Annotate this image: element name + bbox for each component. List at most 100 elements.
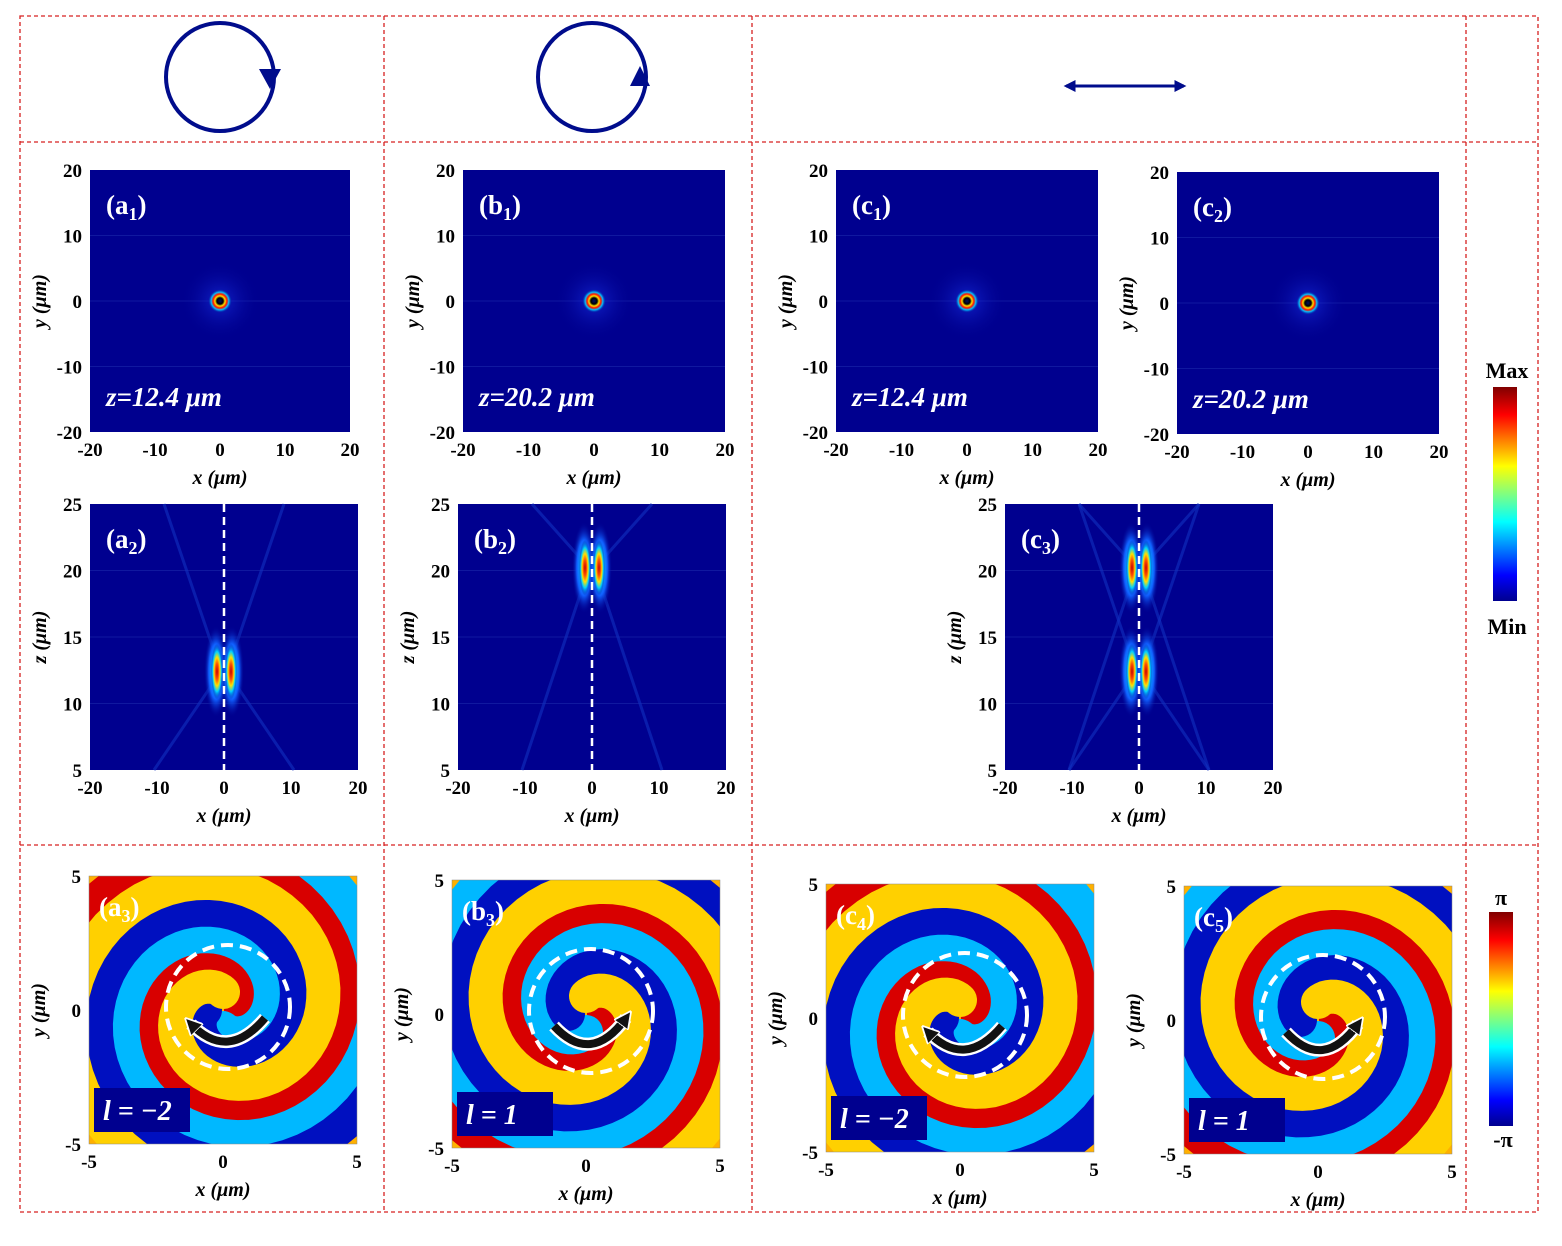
x-tick-label: 10: [1197, 778, 1216, 799]
x-tick-label: 20: [341, 440, 360, 461]
phase-spiral-arm: [89, 892, 357, 1144]
y-axis-label: z (μm): [944, 611, 966, 665]
x-axis-label: x (μm): [564, 805, 620, 827]
y-tick-label: 0: [73, 292, 83, 313]
focus-lobe: [225, 643, 237, 700]
intensity-xy-panel-c1: (c1) z=12.4 μm 20 10 0 -10 -20-20 -10 0 10 20 x (μm…: [775, 161, 1108, 489]
y-tick-label: 10: [63, 695, 82, 716]
x-tick-label: 0: [1303, 442, 1313, 463]
y-tick-label: 20: [1150, 163, 1169, 184]
x-axis-label: x (μm): [1111, 805, 1167, 827]
x-axis-label: x (μm): [196, 805, 252, 827]
y-tick-label: -10: [1144, 360, 1169, 381]
y-tick-label: 10: [431, 695, 450, 716]
y-tick-label: -5: [428, 1139, 444, 1160]
topological-charge-label: l = −2: [840, 1104, 909, 1135]
y-tick-label: 5: [73, 761, 83, 782]
y-tick-label: 5: [441, 761, 451, 782]
x-tick-label: 0: [1313, 1162, 1323, 1183]
intensity-colorbar-gradient: [1493, 387, 1517, 601]
phase-spiral-arm: [826, 884, 1078, 1152]
colorbar-min-label: Min: [1487, 614, 1526, 639]
intensity-colorbar: Max Min: [1486, 358, 1529, 639]
panel-label: (c5): [1194, 902, 1233, 936]
x-tick-label: 10: [1023, 440, 1042, 461]
y-axis-label: y (μm): [402, 274, 424, 330]
focus-lobe: [1140, 643, 1152, 700]
y-tick-label: -20: [803, 423, 828, 444]
topological-charge-label: l = 1: [1198, 1106, 1250, 1137]
x-tick-label: 5: [1089, 1160, 1099, 1181]
phase-panel-b3: (b3) l = 1 5 0 -5-5 0 5 x (μm) y (μm): [391, 871, 725, 1205]
x-tick-label: 20: [349, 778, 368, 799]
phase-spiral-arm: [842, 884, 1094, 1152]
y-tick-label: 25: [63, 495, 82, 516]
intensity-xy-panel-b1: (b1) z=20.2 μm 20 10 0 -10 -20-20 -10 0 10 20 x (μm…: [402, 161, 735, 489]
z-position-annotation: z=12.4 μm: [851, 382, 968, 412]
y-tick-label: 15: [978, 628, 997, 649]
y-tick-label: -20: [1144, 425, 1169, 446]
x-tick-label: 20: [1430, 442, 1449, 463]
y-tick-label: 20: [978, 562, 997, 583]
x-tick-label: 0: [219, 778, 229, 799]
x-tick-label: -10: [512, 778, 537, 799]
x-tick-label: 0: [587, 778, 597, 799]
side-lobe: [520, 503, 664, 771]
x-tick-label: -10: [142, 440, 167, 461]
x-tick-label: -10: [1230, 442, 1255, 463]
side-lobe: [1067, 503, 1211, 771]
phase-map: [826, 884, 1094, 1152]
x-tick-label: 0: [1134, 778, 1144, 799]
intensity-xz-panel-c3: (c3) 25 20 15 10 5-20 -10 0 10 20 x (μm) z (μm): [944, 495, 1283, 827]
y-tick-label: -20: [57, 423, 82, 444]
phase-map: [1184, 886, 1452, 1154]
y-axis-label: y (μm): [28, 983, 50, 1039]
x-tick-label: 0: [218, 1152, 228, 1173]
y-tick-label: -20: [430, 423, 455, 444]
y-tick-label: 15: [431, 628, 450, 649]
y-tick-label: 0: [72, 1001, 82, 1022]
y-tick-label: 10: [809, 227, 828, 248]
panel-label: (a1): [106, 190, 147, 224]
x-tick-label: 5: [1447, 1162, 1457, 1183]
x-axis-label: x (μm): [566, 467, 622, 489]
x-tick-label: 5: [715, 1156, 725, 1177]
panel-label: (a3): [99, 892, 140, 926]
side-lobe: [152, 503, 296, 771]
y-tick-label: 20: [431, 562, 450, 583]
panel-label: (c4): [836, 900, 875, 934]
vortex-guide-circle: [527, 947, 655, 1075]
focus-lobe: [1140, 539, 1152, 596]
y-tick-label: 25: [978, 495, 997, 516]
phase-spiral-arm: [452, 880, 704, 1148]
y-tick-label: -5: [65, 1135, 81, 1156]
x-tick-label: 5: [352, 1152, 362, 1173]
y-tick-label: 20: [436, 161, 455, 182]
intensity-xz-panel-b2: (b2) 25 20 15 10 5-20 -10 0 10 20 x (μm) z (μm): [397, 495, 736, 827]
rotation-arrow-icon: [191, 1015, 269, 1046]
colorbar-minus-pi-label: -π: [1493, 1127, 1512, 1152]
z-position-annotation: z=20.2 μm: [1192, 384, 1309, 414]
y-tick-label: 0: [1160, 294, 1170, 315]
side-lobe: [1067, 503, 1211, 771]
x-axis-label: x (μm): [195, 1179, 251, 1201]
x-tick-label: 20: [1264, 778, 1283, 799]
phase-spiral-arm: [452, 896, 720, 1148]
panel-label: (a2): [106, 524, 147, 558]
focus-lobe: [1126, 643, 1138, 700]
x-tick-label: -20: [823, 440, 848, 461]
focus-lobe: [593, 539, 605, 596]
charge-box: [1189, 1098, 1285, 1142]
x-axis-label: x (μm): [1280, 469, 1336, 491]
z-position-annotation: z=20.2 μm: [478, 382, 595, 412]
plot-frame: [88, 875, 358, 1145]
phase-spiral-arm: [1184, 886, 1436, 1154]
phase-panel-a3: (a3) l = −2 5 0 -5-5 0 5 x (μm) y (μm): [28, 867, 362, 1201]
phase-spiral-arm: [826, 900, 1094, 1152]
x-tick-label: -10: [889, 440, 914, 461]
rotation-arrow-icon: [928, 1023, 1006, 1054]
y-tick-label: 10: [978, 695, 997, 716]
y-axis-label: y (μm): [391, 987, 413, 1043]
x-axis-label: x (μm): [1290, 1189, 1346, 1211]
colorbar-pi-label: π: [1495, 885, 1507, 910]
